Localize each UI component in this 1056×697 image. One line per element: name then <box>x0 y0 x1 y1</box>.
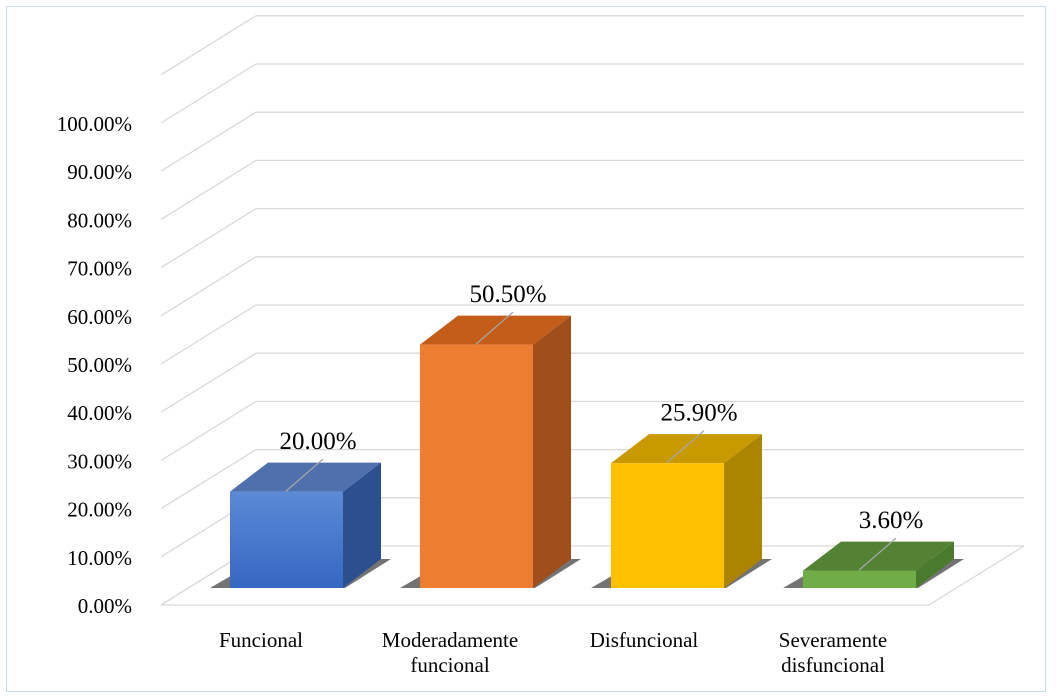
x-tick-label-line: Funcional <box>219 628 303 652</box>
y-tick-label: 10.00% <box>67 546 132 570</box>
bar <box>591 434 772 588</box>
gridline <box>160 63 1024 124</box>
bars <box>210 315 964 588</box>
y-tick-label: 0.00% <box>78 594 132 618</box>
bar-front <box>803 570 916 588</box>
gridline <box>160 352 1024 413</box>
bar <box>400 315 581 588</box>
data-label: 3.60% <box>859 507 924 534</box>
y-tick-label: 30.00% <box>67 449 132 473</box>
data-label-leader <box>666 430 705 464</box>
gridline <box>160 256 1024 317</box>
gridline <box>160 448 1024 510</box>
y-tick-label: 40.00% <box>67 401 132 425</box>
gridline <box>160 304 1024 365</box>
bar-top <box>420 315 571 345</box>
bar-side <box>916 541 954 588</box>
y-tick-label: 20.00% <box>67 498 132 522</box>
y-axis-tick-labels: 0.00% 10.00% 20.00% 30.00% 40.00% 50.00% 60.00… <box>57 112 132 618</box>
y-tick-label: 90.00% <box>67 160 132 184</box>
bar <box>783 541 964 588</box>
x-tick-label: Disfuncional <box>590 628 699 652</box>
bar-side <box>724 434 762 588</box>
data-label-leader <box>475 311 514 345</box>
bar-top <box>611 434 762 464</box>
gridline <box>160 15 1024 76</box>
x-tick-label-line: funcional <box>410 653 489 677</box>
bar-front <box>611 463 724 588</box>
bar-side <box>533 315 571 588</box>
bar <box>210 462 391 588</box>
x-tick-label-line: Severamente <box>779 628 887 652</box>
x-tick-label: Funcional <box>219 628 303 652</box>
bar-chart-3d: 0.00% 10.00% 20.00% 30.00% 40.00% 50.00% 60.00… <box>57 15 1025 677</box>
bar-top <box>803 541 954 571</box>
data-label-leader <box>858 537 897 571</box>
y-tick-label: 80.00% <box>67 208 132 232</box>
gridline <box>160 111 1024 172</box>
y-tick-label: 70.00% <box>67 257 132 281</box>
gridline <box>160 159 1024 220</box>
data-label: 50.50% <box>469 281 546 308</box>
data-label: 25.90% <box>660 400 737 427</box>
y-tick-label: 50.00% <box>67 353 132 377</box>
x-tick-label-line: disfuncional <box>781 653 885 677</box>
data-label-leader <box>285 458 324 492</box>
bar-side <box>343 462 381 588</box>
x-tick-label-line: Disfuncional <box>590 628 699 652</box>
data-label: 20.00% <box>279 428 356 455</box>
bar-front <box>420 344 533 588</box>
gridline <box>160 207 1024 269</box>
data-labels: 20.00% 50.50% 25.90% 3.60% <box>279 281 924 571</box>
floor-right-edge <box>928 545 1025 606</box>
gridline <box>160 400 1024 461</box>
x-tick-label-line: Moderadamente <box>382 628 518 652</box>
chart-frame: 0.00% 10.00% 20.00% 30.00% 40.00% 50.00% 60.00… <box>6 6 1046 692</box>
y-tick-label: 100.00% <box>57 112 132 136</box>
bar-top <box>230 462 381 492</box>
y-tick-label: 60.00% <box>67 305 132 329</box>
bar-front <box>230 491 343 588</box>
